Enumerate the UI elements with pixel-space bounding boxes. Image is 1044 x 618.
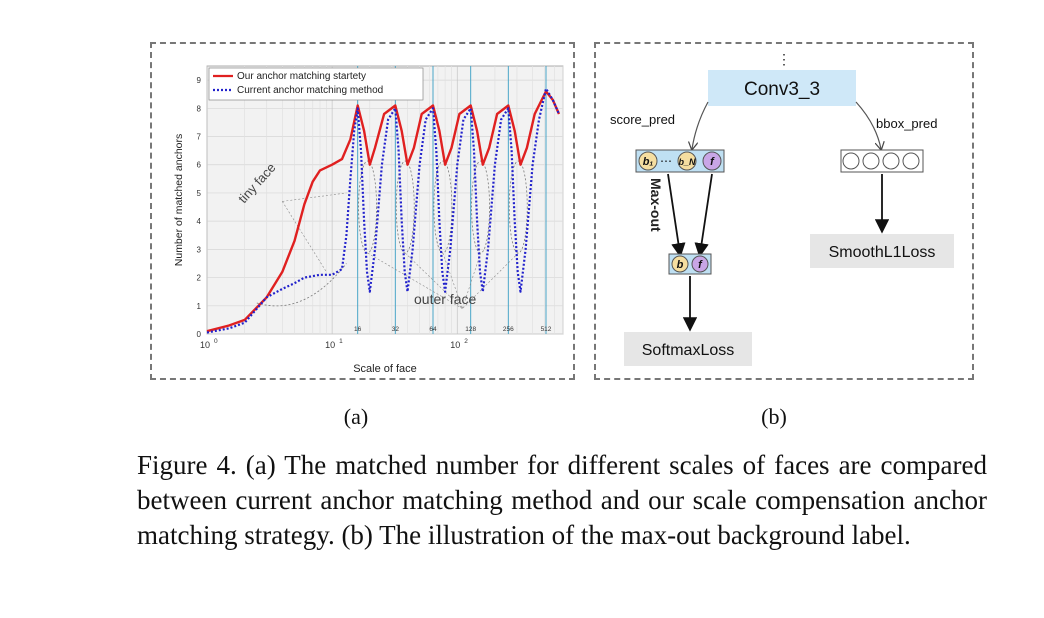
conv3-3-node xyxy=(708,70,856,106)
series-lines xyxy=(206,87,561,334)
anchor-scale-label: 32 xyxy=(392,326,400,333)
x-tick-label: 10 xyxy=(325,340,335,350)
face-regions xyxy=(256,160,528,309)
series-line-current xyxy=(206,87,561,334)
arrow-conv-to-score xyxy=(692,101,709,149)
y-tick-label: 7 xyxy=(197,133,202,142)
y-tick-label: 1 xyxy=(197,302,202,311)
outer-face-pointer xyxy=(462,252,519,309)
bbox-pred-label: bbox_pred xyxy=(876,116,937,131)
bbox-node-1 xyxy=(842,152,860,170)
node-ellipsis: ⋯ xyxy=(660,154,672,168)
y-tick-labels: 0 1 2 3 4 5 6 7 8 9 xyxy=(197,76,202,339)
outer-face-pointer xyxy=(405,252,463,309)
ellipsis-top: ⋮ xyxy=(777,51,791,67)
plot-area-background xyxy=(206,65,564,335)
subfigure-label-a: (a) xyxy=(343,404,369,429)
y-tick-label: 3 xyxy=(197,245,202,254)
tiny-face-pointer xyxy=(282,201,327,273)
x-tick-label: 10 xyxy=(450,340,460,350)
tiny-face-pointer xyxy=(282,192,347,202)
node-b1 xyxy=(638,151,658,171)
bbox-node-3 xyxy=(882,152,900,170)
y-tick-label: 0 xyxy=(197,330,202,339)
x-tick-exponent: 1 xyxy=(339,338,343,345)
y-tick-label: 6 xyxy=(197,161,202,170)
arrow-conv-to-bbox xyxy=(855,101,881,149)
annotation-outer-face: outer face xyxy=(414,291,476,307)
x-tick-exponent: 2 xyxy=(464,338,468,345)
anchor-scale-label: 512 xyxy=(541,326,552,333)
bbox-pred-vector xyxy=(840,149,924,173)
x-tick-labels: 10 0 10 1 10 2 xyxy=(200,338,468,350)
anchor-scale-label: 16 xyxy=(354,326,362,333)
figure-caption: Figure 4. (a) The matched number for dif… xyxy=(137,450,987,550)
anchor-scale-labels: 16 32 64 128 256 512 xyxy=(354,326,552,333)
node-b-label: b xyxy=(677,259,684,271)
maxout-diagram: ⋮ Conv3_3 score_pred bbox_pred b₁ ⋯ b_N … xyxy=(610,51,954,366)
x-tick-label: 10 xyxy=(200,340,210,350)
x-tick-exponent: 0 xyxy=(214,338,218,345)
y-tick-label: 9 xyxy=(197,76,202,85)
bbox-node-4 xyxy=(902,152,920,170)
node-f-out xyxy=(691,255,709,273)
softmax-loss-label: SoftmaxLoss xyxy=(642,342,734,359)
anchor-scale-label: 256 xyxy=(503,326,514,333)
node-bN xyxy=(677,151,697,171)
smoothl1-loss-label: SmoothL1Loss xyxy=(829,244,936,261)
score-pred-label: score_pred xyxy=(610,112,675,127)
node-bN-label: b_N xyxy=(678,157,696,167)
smoothl1-loss-node xyxy=(810,234,954,268)
x-axis-label: Scale of face xyxy=(353,363,417,375)
anchor-scale-label: 64 xyxy=(429,326,437,333)
y-axis-label: Number of matched anchors xyxy=(173,134,185,266)
figure-b-panel: ⋮ Conv3_3 score_pred bbox_pred b₁ ⋯ b_N … xyxy=(594,42,974,380)
y-tick-label: 5 xyxy=(197,189,202,198)
node-f-label: f xyxy=(710,156,715,168)
node-f-out-label: f xyxy=(698,259,703,271)
arrow-maxout-right xyxy=(694,173,713,258)
conv3-3-label: Conv3_3 xyxy=(744,79,820,100)
node-b xyxy=(671,255,689,273)
legend-label-ours: Our anchor matching startety xyxy=(237,71,366,82)
bbox-node-2 xyxy=(862,152,880,170)
max-out-label: Max-out xyxy=(648,178,664,232)
anchor-scale-label: 128 xyxy=(465,326,476,333)
node-f xyxy=(702,151,722,171)
outer-face-pointer xyxy=(442,252,463,309)
y-tick-label: 2 xyxy=(197,274,202,283)
y-tick-label: 8 xyxy=(197,104,202,113)
softmax-loss-node xyxy=(624,332,752,366)
outer-face-pointer xyxy=(462,252,481,309)
arrow-maxout-left xyxy=(667,173,686,258)
y-tick-label: 4 xyxy=(197,217,202,226)
node-b1-label: b₁ xyxy=(643,156,654,168)
subfigure-label-b: (b) xyxy=(761,404,787,429)
legend: Our anchor matching startety Current anc… xyxy=(208,67,424,101)
legend-label-current: Current anchor matching method xyxy=(237,85,383,96)
series-line-ours xyxy=(206,90,561,333)
